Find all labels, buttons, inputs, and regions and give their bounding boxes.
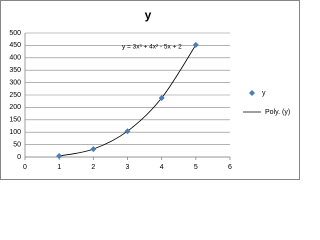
chart-title: y [145,8,152,22]
marker [124,128,131,135]
x-tick-label: 6 [228,164,232,171]
y-tick-label: 50 [13,141,21,148]
y-tick-label: 150 [9,117,21,124]
x-tick-label: 4 [160,164,164,171]
x-tick-label: 3 [126,164,130,171]
y-tick-label: 350 [9,67,21,74]
y-tick-label: 450 [9,42,21,49]
chart: y y = 3x³ + 4x² - 5x + 2 050100150200250… [0,0,300,180]
x-tick-label: 0 [23,164,27,171]
marker [192,41,199,48]
x-tick-label: 2 [91,164,95,171]
chart-border [0,0,300,180]
y-tick-label: 300 [9,79,21,86]
y-tick-label: 500 [9,30,21,37]
x-tick-label: 5 [194,164,198,171]
y-tick-label: 0 [17,154,21,161]
y-tick-label: 200 [9,104,21,111]
legend-label: Poly. (y) [265,109,290,116]
marker [56,153,63,160]
y-tick-label: 100 [9,129,21,136]
marker [158,94,165,101]
trendline-equation: y = 3x³ + 4x² - 5x + 2 [122,44,182,51]
legend-label: y [262,90,266,97]
legend-marker [249,90,255,96]
marker [90,146,97,153]
y-tick-label: 400 [9,55,21,62]
y-tick-label: 250 [9,92,21,99]
x-tick-label: 1 [57,164,61,171]
